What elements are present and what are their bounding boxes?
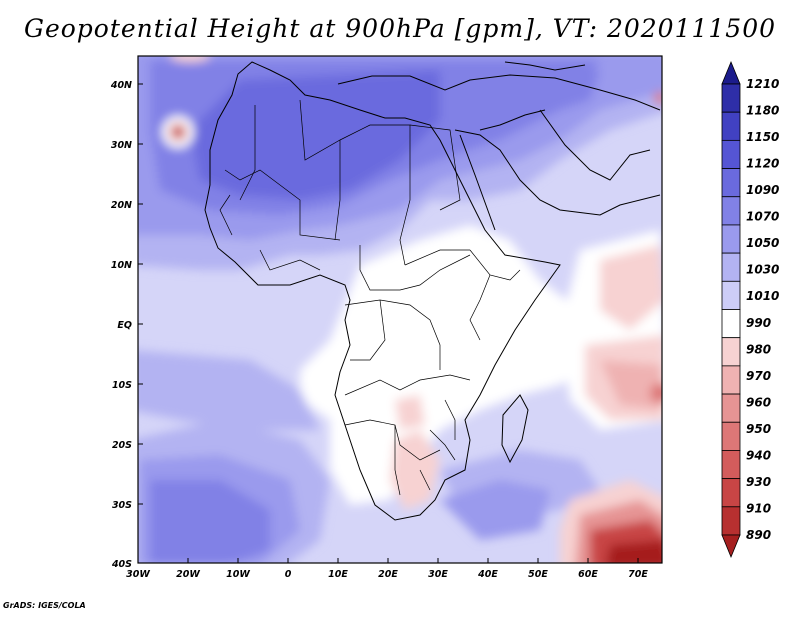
colorbar-label: 950 [746,422,771,436]
y-tick-label: EQ [117,320,132,331]
colorbar-label: 890 [746,528,771,542]
colorbar-label: 990 [746,316,771,330]
colorbar-label: 1120 [746,157,779,171]
colorbar-label: 1210 [746,77,779,91]
x-tick-label: 10E [328,569,348,580]
colorbar-cell [721,421,741,451]
colorbar-cell [721,478,741,508]
x-tick-label: 20E [378,569,398,580]
colorbar-cell [721,252,741,282]
y-tick-label: 40S [111,559,132,570]
colorbar-label: 980 [746,342,771,356]
colorbar-top-arrow [721,60,741,85]
colorbar-cell [721,506,741,536]
height-field [138,56,662,563]
colorbar-cell [721,450,741,480]
colorbar-cells [721,60,741,559]
y-tick-label: 10S [112,380,132,391]
credit-text: GrADS: IGES/COLA [3,601,86,610]
colorbar-label: 1090 [746,183,779,197]
y-axis-labels: 40N 30N 20N 10N EQ 10S 20S 30S 40S [110,80,132,570]
colorbar-cell [721,111,741,141]
colorbar-label: 1010 [746,289,779,303]
colorbar-cell [721,280,741,310]
colorbar: 1210 1180 1150 1120 1090 1070 1050 1030 1010 990 9… [721,60,779,559]
y-tick-label: 30N [111,140,132,151]
colorbar-label: 930 [746,475,771,489]
x-tick-label: 50E [528,569,548,580]
colorbar-labels: 1210 1180 1150 1120 1090 1070 1050 1030 1010 990 9… [746,77,779,542]
y-tick-label: 20N [111,200,132,211]
coastlines [204,61,661,521]
map-frame [137,55,663,564]
y-tick-label: 20S [112,440,132,451]
x-tick-label: 60E [578,569,598,580]
x-tick-label: 30E [428,569,448,580]
colorbar-label: 960 [746,395,771,409]
colorbar-label: 940 [746,448,771,462]
colorbar-cell [721,168,741,198]
colorbar-bottom-arrow [721,534,741,559]
map-title: Geopotential Height at 900hPa [gpm], VT:… [23,14,777,43]
colorbar-label: 1070 [746,210,779,224]
colorbar-label: 910 [746,501,771,515]
x-tick-label: 30W [126,569,150,580]
x-tick-label: 70E [628,569,648,580]
colorbar-label: 1050 [746,236,779,250]
x-tick-label: 40E [477,569,498,580]
colorbar-cell [721,309,741,339]
colorbar-label: 1180 [746,104,779,118]
colorbar-cell [721,365,741,395]
colorbar-cell [721,139,741,169]
colorbar-cell [721,224,741,254]
colorbar-label: 1150 [746,130,779,144]
colorbar-cell [721,337,741,367]
y-tick-label: 40N [110,80,132,91]
x-tick-label: 0 [285,569,292,580]
colorbar-cell [721,196,741,226]
colorbar-cell [721,393,741,423]
y-tick-label: 10N [111,260,132,271]
colorbar-label: 970 [746,369,771,383]
country-borders [219,99,521,496]
x-axis-labels: 30W 20W 10W 0 10E 20E 30E 40E 50E 60E 70… [126,569,648,580]
x-tick-label: 10W [226,569,250,580]
axis-ticks [137,83,639,564]
x-tick-label: 20W [176,569,200,580]
y-tick-label: 30S [112,500,132,511]
colorbar-label: 1030 [746,263,779,277]
colorbar-cell [721,83,741,113]
